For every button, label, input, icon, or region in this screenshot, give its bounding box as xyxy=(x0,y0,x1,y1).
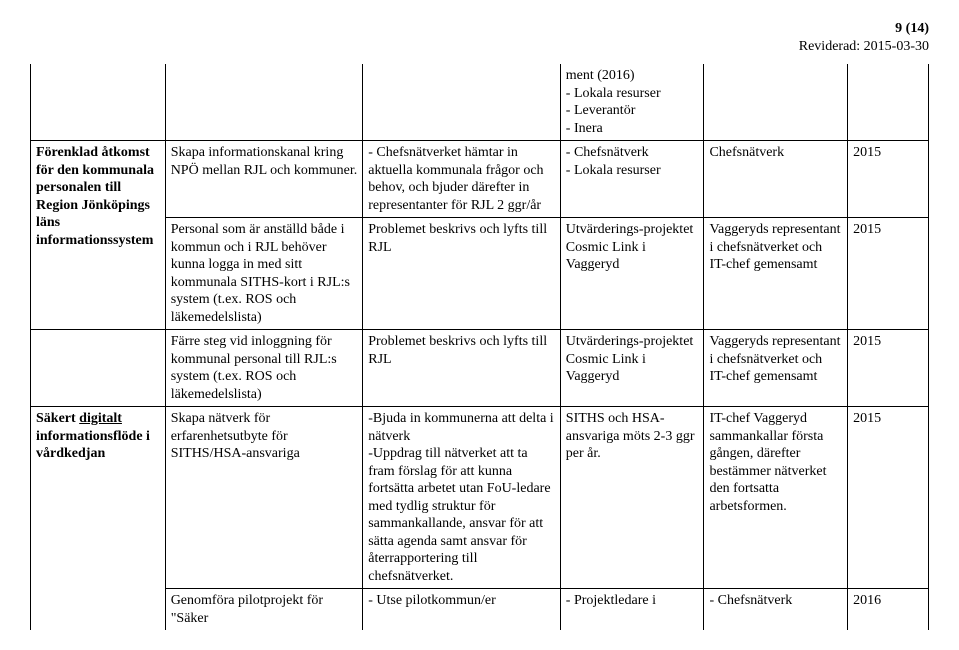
cell-text: Genomföra pilotprojekt för "Säker xyxy=(171,593,323,626)
cell: Problemet beskrivs och lyfts till RJL xyxy=(363,330,561,407)
cell: IT-chef Vaggeryd sammankallar första gån… xyxy=(704,407,848,589)
cell-text: Färre steg vid inloggning för kommunal p… xyxy=(171,334,337,402)
cell: Skapa nätverk för erfarenhetsutbyte för … xyxy=(165,407,363,589)
table-row: Färre steg vid inloggning för kommunal p… xyxy=(31,330,929,407)
cell: Genomföra pilotprojekt för "Säker xyxy=(165,589,363,631)
cell: - Chefsnätverk - Lokala resurser xyxy=(560,141,704,218)
cell-text: Utvärderings-projektet Cosmic Link i Vag… xyxy=(566,334,694,384)
cell: - Chefsnätverk xyxy=(704,589,848,631)
cell-text: - Chefsnätverket hämtar in aktuella komm… xyxy=(368,145,543,213)
document-table: ment (2016) - Lokala resurser - Leverant… xyxy=(30,64,929,630)
cell-heading: Förenklad åtkomst för den kommunala pers… xyxy=(31,141,166,330)
cell-text: Skapa informationskanal kring NPÖ mellan… xyxy=(171,145,358,178)
cell: - Utse pilotkommun/er xyxy=(363,589,561,631)
cell-text: 2015 xyxy=(853,334,881,349)
table-row: Personal som är anställd både i kommun o… xyxy=(31,218,929,330)
cell: Utvärderings-projektet Cosmic Link i Vag… xyxy=(560,330,704,407)
cell-text: ment (2016) - Lokala resurser - Leverant… xyxy=(566,68,661,136)
cell-text: Förenklad åtkomst för den kommunala pers… xyxy=(36,145,154,248)
cell: 2016 xyxy=(848,589,929,631)
cell: 2015 xyxy=(848,141,929,218)
cell: 2015 xyxy=(848,330,929,407)
cell xyxy=(363,64,561,141)
cell-text: -Bjuda in kommunerna att delta i nätverk… xyxy=(368,411,553,584)
cell: Vaggeryds representant i chefsnätverket … xyxy=(704,330,848,407)
cell-text: 2016 xyxy=(853,593,881,608)
table-row: Förenklad åtkomst för den kommunala pers… xyxy=(31,141,929,218)
cell: - Chefsnätverket hämtar in aktuella komm… xyxy=(363,141,561,218)
cell-text: Personal som är anställd både i kommun o… xyxy=(171,222,350,325)
cell-text: 2015 xyxy=(853,145,881,160)
cell-text: Vaggeryds representant i chefsnätverket … xyxy=(709,334,840,384)
cell-text: Skapa nätverk för erfarenhetsutbyte för … xyxy=(171,411,300,461)
cell: ment (2016) - Lokala resurser - Leverant… xyxy=(560,64,704,141)
cell: -Bjuda in kommunerna att delta i nätverk… xyxy=(363,407,561,589)
page-number: 9 (14) xyxy=(895,21,929,36)
table-row: Säkert digitalt informationsflöde i vård… xyxy=(31,407,929,589)
cell-text: IT-chef Vaggeryd sammankallar första gån… xyxy=(709,411,826,514)
cell: Skapa informationskanal kring NPÖ mellan… xyxy=(165,141,363,218)
cell xyxy=(848,64,929,141)
cell: Problemet beskrivs och lyfts till RJL xyxy=(363,218,561,330)
cell-text: 2015 xyxy=(853,222,881,237)
cell-text: - Utse pilotkommun/er xyxy=(368,593,496,608)
revision-date: Reviderad: 2015-03-30 xyxy=(799,39,929,54)
cell-text: Vaggeryds representant i chefsnätverket … xyxy=(709,222,840,272)
cell-text: - Projektledare i xyxy=(566,593,656,608)
cell-text: SITHS och HSA-ansvariga möts 2-3 ggr per… xyxy=(566,411,695,461)
cell-text: - Chefsnätverk xyxy=(709,593,792,608)
cell: Chefsnätverk xyxy=(704,141,848,218)
cell xyxy=(31,589,166,631)
cell-text: Problemet beskrivs och lyfts till RJL xyxy=(368,334,547,367)
cell-text: - Chefsnätverk - Lokala resurser xyxy=(566,145,661,178)
cell-text: Chefsnätverk xyxy=(709,145,784,160)
cell: Personal som är anställd både i kommun o… xyxy=(165,218,363,330)
cell xyxy=(704,64,848,141)
cell-text: 2015 xyxy=(853,411,881,426)
cell xyxy=(165,64,363,141)
cell xyxy=(31,64,166,141)
cell-heading: Säkert digitalt informationsflöde i vård… xyxy=(31,407,166,589)
cell: 2015 xyxy=(848,218,929,330)
cell-text: Utvärderings-projektet Cosmic Link i Vag… xyxy=(566,222,694,272)
cell-text: Problemet beskrivs och lyfts till RJL xyxy=(368,222,547,255)
table-row: ment (2016) - Lokala resurser - Leverant… xyxy=(31,64,929,141)
cell: 2015 xyxy=(848,407,929,589)
table-row: Genomföra pilotprojekt för "Säker - Utse… xyxy=(31,589,929,631)
cell xyxy=(31,330,166,407)
cell: Utvärderings-projektet Cosmic Link i Vag… xyxy=(560,218,704,330)
cell: - Projektledare i xyxy=(560,589,704,631)
cell-text: Säkert digitalt informationsflöde i vård… xyxy=(36,411,150,461)
page-header: 9 (14) Reviderad: 2015-03-30 xyxy=(30,20,929,56)
cell: Färre steg vid inloggning för kommunal p… xyxy=(165,330,363,407)
cell: Vaggeryds representant i chefsnätverket … xyxy=(704,218,848,330)
cell: SITHS och HSA-ansvariga möts 2-3 ggr per… xyxy=(560,407,704,589)
